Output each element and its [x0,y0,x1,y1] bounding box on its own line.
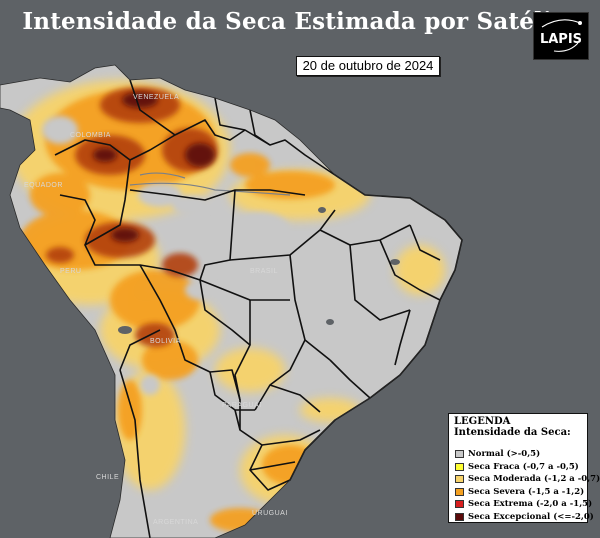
legend-label: Seca Extrema (-2,0 a -1,5) [468,499,593,509]
label-argentina: ARGENTINA [153,519,199,526]
label-peru: PERU [60,268,82,275]
coastline [0,64,463,538]
legend-swatch [455,487,464,496]
legend-label: Seca Excepcional (<=-2,0) [468,511,594,522]
legend-item: Seca Moderada (-1,2 a -0,7) [455,473,600,486]
label-paraguai: PARAGUAI [222,402,262,409]
lapis-logo: LAPIS [533,12,589,60]
label-brasil: BRASIL [250,268,278,275]
legend-swatch [455,512,464,521]
satellite-orbit-icon [541,19,582,52]
legend-label: Normal (>-0,5) [468,449,541,459]
legend-label: Seca Fraca (-0,7 a -0,5) [468,461,579,472]
legend-swatch [455,462,464,471]
legend-swatch [455,500,464,508]
legend-item: Seca Severa (-1,5 a -1,2) [455,486,587,499]
label-bolivia: BOLIVIA [150,338,181,345]
label-colombia: COLOMBIA [70,132,111,139]
legend-item: Normal (>-0,5) [455,448,587,461]
legend-subtitle: Intensidade da Seca: [454,427,571,438]
map-title: Intensidade da Seca Estimada por Satélit… [22,8,578,35]
water-bodies [118,207,400,502]
legend-items: Normal (>-0,5) Seca Fraca (-0,7 a -0,5) … [455,448,600,524]
legend-label: Seca Severa (-1,5 a -1,2) [468,486,585,497]
rivers [129,172,291,196]
drought-intensity-layer [10,80,445,532]
label-venezuela: VENEZUELA [133,94,180,101]
political-borders [54,79,463,538]
legend-swatch [455,475,464,483]
label-uruguai: URUGUAI [252,510,288,517]
legend-title: LEGENDA [454,416,511,427]
legend-item: Seca Extrema (-2,0 a -1,5) [455,498,592,511]
logo-text: LAPIS [539,32,583,47]
legend-item: Seca Fraca (-0,7 a -0,5) [455,461,587,474]
label-ecuador: EQUADOR [24,182,63,189]
legend: LEGENDA Intensidade da Seca: Normal (>-0… [448,413,600,524]
legend-swatch [455,450,464,458]
legend-item: Seca Excepcional (<=-2,0) [455,511,594,524]
date-label: 20 de outubro de 2024 [296,56,440,76]
label-chile: CHILE [96,474,120,481]
legend-label: Seca Moderada (-1,2 a -0,7) [468,474,600,484]
